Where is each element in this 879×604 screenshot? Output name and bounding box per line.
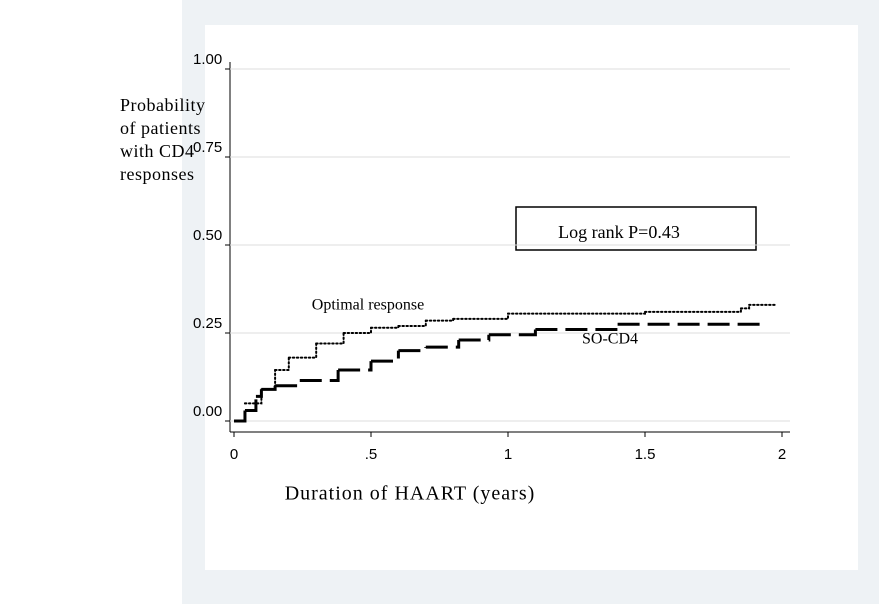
km-step — [244, 396, 258, 412]
km-step — [398, 347, 428, 353]
km-step — [739, 303, 751, 310]
y-axis-label: Probability — [120, 95, 206, 115]
km-step — [342, 326, 372, 334]
x-tick-label: 0 — [230, 446, 238, 463]
km-step — [488, 329, 537, 337]
km-step — [458, 334, 491, 342]
km-step — [338, 361, 373, 372]
y-tick-label: 1.00 — [193, 51, 222, 68]
km-step — [397, 319, 427, 327]
series-label: Optimal response — [312, 297, 424, 314]
x-tick-label: 1 — [504, 446, 512, 463]
x-tick-label: 2 — [778, 446, 786, 463]
km-step — [644, 307, 742, 313]
km-step — [275, 380, 302, 388]
plot-panel — [205, 25, 858, 570]
x-tick-label: .5 — [365, 446, 378, 463]
y-tick-label: 0.75 — [193, 139, 222, 156]
km-step — [315, 332, 345, 345]
km-step — [299, 369, 340, 383]
km-step — [425, 340, 461, 349]
y-axis-label: of patients — [120, 118, 201, 138]
km-step — [452, 312, 509, 320]
km-step — [371, 350, 400, 363]
x-tick-label: 1.5 — [635, 446, 656, 463]
km-step — [255, 389, 263, 398]
km-step — [234, 410, 247, 423]
y-tick-label: 0.00 — [193, 403, 222, 420]
y-tick-label: 0.50 — [193, 227, 222, 244]
annotation: Log rank P=0.43 — [558, 222, 680, 242]
annotation-box — [515, 206, 757, 251]
km-step — [287, 342, 318, 359]
y-tick-label: 0.25 — [193, 315, 222, 332]
x-axis-label: Duration of HAART (years) — [285, 483, 536, 505]
series-label: SO-CD4 — [582, 331, 638, 348]
km-step — [274, 356, 290, 371]
y-axis-label: with CD4 — [120, 141, 195, 161]
y-axis-label: responses — [120, 164, 195, 184]
